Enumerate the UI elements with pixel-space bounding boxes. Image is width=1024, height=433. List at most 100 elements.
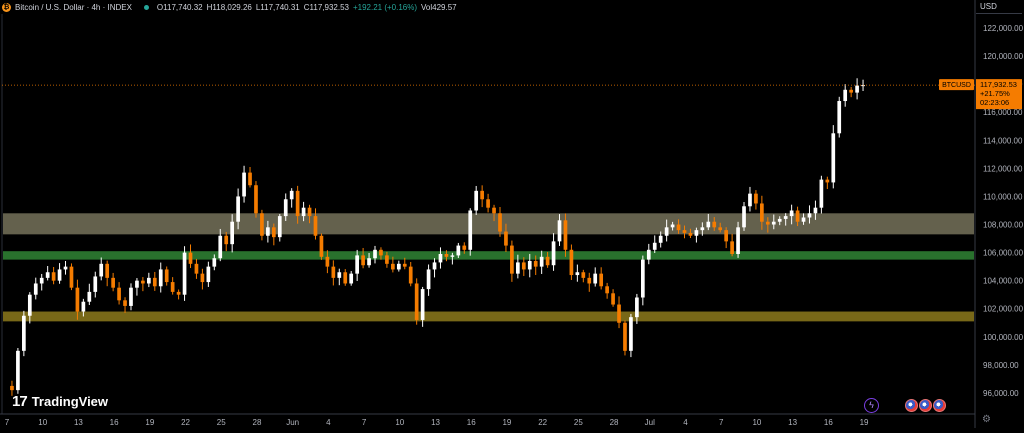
- ohlc-close: C117,932.53: [303, 2, 349, 12]
- candle-body: [724, 230, 729, 242]
- y-tick-label: 122,000.00: [983, 24, 1024, 33]
- candle-body: [51, 272, 56, 281]
- tradingview-mark-icon: 17: [12, 393, 28, 410]
- candle-body: [742, 206, 746, 228]
- x-tick-label: 10: [752, 418, 761, 427]
- candle-body: [581, 272, 586, 278]
- candle-body: [212, 258, 217, 267]
- candle-body: [188, 252, 193, 264]
- y-tick-label: 116,000.00: [983, 108, 1023, 117]
- price-tag-countdown: 02:23:06: [980, 98, 1009, 107]
- candle-body: [664, 227, 669, 236]
- candle-body: [450, 255, 455, 257]
- candle-body: [635, 297, 639, 318]
- candle-body: [855, 85, 859, 93]
- x-tick-label: 7: [362, 418, 367, 427]
- candle-body: [170, 282, 175, 292]
- candle-body: [676, 224, 681, 231]
- candle-body: [629, 317, 633, 351]
- candle-body: [504, 231, 508, 246]
- candle-body: [748, 193, 752, 207]
- candle-body: [533, 261, 538, 267]
- candle-body: [289, 190, 294, 200]
- x-tick-label: 19: [145, 418, 154, 427]
- candle-body: [730, 241, 734, 254]
- ohlc-high: H118,029.26: [206, 2, 252, 12]
- candle-body: [539, 256, 544, 267]
- symbol-title[interactable]: Bitcoin / U.S. Dollar · 4h · INDEX: [15, 2, 132, 12]
- x-tick-label: 16: [467, 418, 476, 427]
- candle-body: [206, 266, 211, 283]
- candle-body: [819, 179, 824, 208]
- candle-body: [10, 385, 14, 391]
- candle-body: [266, 227, 270, 236]
- candle-body: [45, 272, 50, 278]
- x-tick-label: 13: [788, 418, 797, 427]
- x-tick-label: Jun: [286, 418, 299, 427]
- candle-body: [158, 269, 163, 287]
- candle-body: [379, 249, 383, 256]
- candle-body: [373, 249, 377, 259]
- x-tick-label: 28: [253, 418, 262, 427]
- candle-body: [694, 230, 699, 236]
- candle-body: [135, 280, 139, 288]
- candle-body: [402, 263, 407, 267]
- chart-header: ₿ Bitcoin / U.S. Dollar · 4h · INDEX O11…: [0, 0, 457, 14]
- candle-body: [807, 213, 812, 218]
- candle-body: [396, 263, 401, 270]
- candle-body: [825, 179, 830, 183]
- tradingview-logo[interactable]: 17 TradingView: [12, 393, 108, 410]
- lightning-icon[interactable]: ϟ: [864, 398, 879, 413]
- candle-body: [420, 289, 425, 320]
- candle-body: [474, 190, 479, 211]
- x-tick-label: 10: [395, 418, 404, 427]
- candle-body: [146, 277, 151, 284]
- gear-icon[interactable]: ⚙: [982, 414, 991, 425]
- candle-body: [391, 263, 395, 270]
- candle-body: [551, 241, 556, 266]
- candle-body: [587, 277, 592, 284]
- candle-body: [111, 277, 115, 288]
- bitcoin-icon: ₿: [2, 2, 11, 12]
- y-tick-label: 100,000.00: [983, 333, 1024, 342]
- us-flag-icon[interactable]: [905, 399, 918, 412]
- y-tick-label: 96,000.00: [983, 389, 1019, 398]
- price-tag-value: 117,932.53: [980, 80, 1017, 89]
- candle-body: [700, 227, 705, 231]
- candle-body: [593, 273, 598, 284]
- candle-body: [486, 199, 490, 208]
- us-flag-icon[interactable]: [933, 399, 946, 412]
- candle-body: [301, 207, 306, 217]
- candle-body: [777, 218, 782, 222]
- ohlc-low: L117,740.31: [255, 2, 300, 12]
- symbol-tag: BTCUSD: [942, 82, 971, 89]
- y-tick-label: 102,000.00: [983, 305, 1024, 314]
- us-flag-icon[interactable]: [919, 399, 932, 412]
- x-tick-label: 4: [683, 418, 688, 427]
- candle-body: [658, 235, 663, 243]
- candle-body: [516, 262, 520, 274]
- candle-body: [361, 255, 365, 266]
- currency-selector[interactable]: USD: [976, 0, 1022, 14]
- candle-body: [646, 249, 651, 260]
- candle-body: [789, 210, 794, 217]
- zone-lower: [3, 311, 974, 322]
- candle-body: [557, 220, 562, 242]
- x-tick-label: 22: [181, 418, 190, 427]
- zone-upper: [3, 213, 974, 235]
- candle-body: [843, 89, 848, 102]
- candle-body: [367, 258, 371, 266]
- x-tick-label: 25: [574, 418, 583, 427]
- candle-body: [117, 287, 121, 301]
- candle-body: [605, 286, 609, 294]
- candle-body: [22, 315, 26, 351]
- x-tick-label: 7: [5, 418, 10, 427]
- y-tick-label: 108,000.00: [983, 221, 1024, 230]
- candle-body: [271, 227, 276, 238]
- candle-body: [510, 245, 514, 274]
- candle-body: [563, 220, 568, 250]
- candle-body: [545, 256, 550, 266]
- candle-body: [283, 199, 288, 217]
